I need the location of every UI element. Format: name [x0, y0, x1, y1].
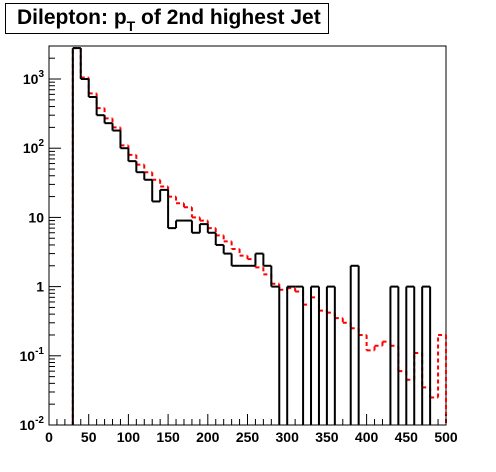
y-tick-label: 10 — [28, 209, 44, 225]
x-tick-label: 450 — [395, 429, 419, 445]
x-tick-label: 250 — [236, 429, 260, 445]
x-tick-label: 500 — [434, 429, 458, 445]
y-tick-label: 102 — [23, 138, 45, 156]
chart-title-subscript: T — [126, 18, 136, 34]
chart-title-prefix: Dilepton: p — [17, 6, 127, 29]
x-tick-label: 0 — [45, 429, 53, 445]
x-tick-label: 350 — [315, 429, 339, 445]
x-tick-label: 100 — [117, 429, 141, 445]
x-tick-label: 150 — [156, 429, 180, 445]
x-tick-label: 200 — [196, 429, 220, 445]
chart-title: Dilepton: pT of 2nd highest Jet — [17, 6, 321, 34]
x-tick-label: 50 — [81, 429, 97, 445]
title-box: Dilepton: pT of 2nd highest Jet — [5, 3, 329, 34]
series-solid — [71, 47, 432, 425]
y-tick-label: 1 — [36, 279, 44, 295]
y-tick-label: 10-1 — [20, 346, 45, 364]
y-tick-label: 10-2 — [20, 415, 45, 433]
x-tick-label: 300 — [276, 429, 300, 445]
plot-frame — [48, 45, 447, 426]
chart-title-suffix: of 2nd highest Jet — [135, 6, 321, 29]
y-tick-label: 103 — [23, 69, 45, 87]
x-tick-label: 400 — [355, 429, 379, 445]
